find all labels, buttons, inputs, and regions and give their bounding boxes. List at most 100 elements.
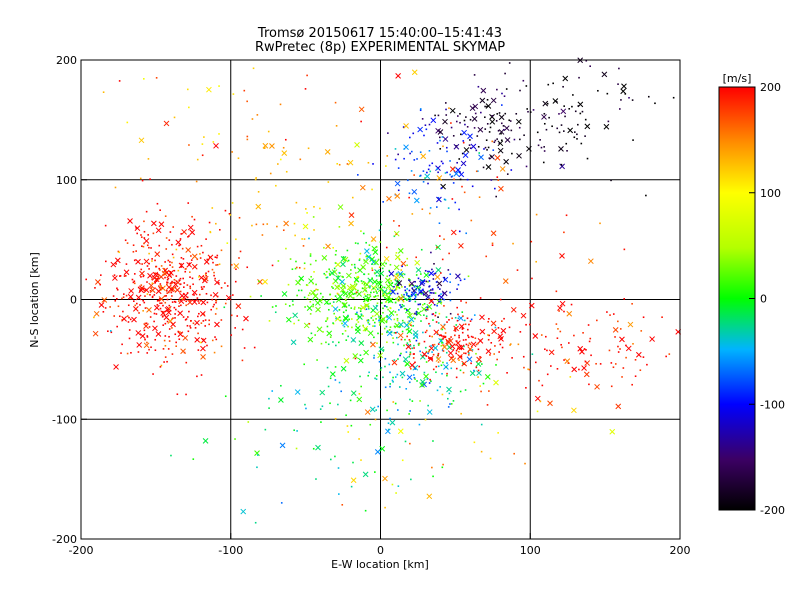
data-point	[268, 320, 271, 322]
data-point	[394, 278, 397, 281]
data-point-cross	[370, 341, 376, 348]
data-point	[331, 305, 333, 307]
data-point	[646, 363, 648, 366]
data-point	[384, 305, 386, 307]
data-point-cross	[399, 370, 406, 377]
data-point	[403, 305, 405, 307]
data-point	[186, 284, 189, 286]
data-point	[357, 289, 359, 292]
data-point-cross	[94, 279, 101, 285]
data-point	[210, 294, 212, 297]
data-point-cross	[413, 197, 420, 204]
data-point	[544, 335, 547, 338]
data-point	[377, 405, 379, 408]
data-point	[450, 403, 453, 405]
data-point-cross	[202, 275, 209, 282]
data-point	[419, 350, 421, 353]
data-point	[457, 283, 460, 286]
data-point	[309, 255, 312, 257]
data-point	[327, 343, 330, 346]
data-point	[450, 356, 453, 359]
data-point	[121, 343, 123, 346]
data-point	[456, 288, 458, 290]
data-point	[309, 300, 312, 303]
data-point	[486, 404, 489, 406]
data-point	[370, 291, 372, 294]
data-point	[654, 102, 656, 105]
data-point-cross	[504, 137, 511, 143]
data-point	[162, 312, 165, 315]
colorbar-tick-label: -200	[760, 504, 785, 517]
data-point	[431, 351, 433, 353]
data-point	[438, 300, 440, 303]
data-point	[148, 348, 150, 351]
data-point	[456, 319, 459, 322]
data-point	[253, 346, 256, 349]
data-point	[491, 242, 494, 245]
data-point	[246, 266, 249, 269]
data-point	[220, 345, 223, 348]
data-point-cross	[281, 150, 288, 156]
data-point	[389, 371, 391, 374]
data-point	[216, 295, 219, 298]
data-point	[208, 323, 210, 326]
data-point	[130, 352, 132, 354]
data-point	[178, 338, 181, 341]
data-point	[330, 298, 333, 300]
data-point	[399, 354, 401, 357]
data-point	[437, 286, 440, 289]
data-point	[470, 362, 472, 365]
data-point-cross	[350, 390, 357, 397]
data-point-cross	[484, 374, 491, 380]
data-point	[220, 249, 223, 252]
data-point	[545, 128, 548, 131]
data-point	[312, 216, 315, 218]
data-point	[397, 358, 399, 360]
data-point	[631, 383, 633, 386]
data-point	[465, 232, 468, 235]
data-point	[228, 212, 231, 215]
data-point	[378, 229, 381, 232]
data-point	[360, 313, 363, 316]
data-point	[350, 424, 353, 427]
data-point	[182, 258, 185, 260]
data-point-cross	[498, 335, 504, 342]
data-point-cross	[186, 261, 193, 268]
data-point-cross	[424, 173, 431, 180]
data-point-cross	[449, 343, 456, 350]
data-point	[384, 357, 387, 360]
data-point-cross	[516, 152, 522, 159]
data-point-cross	[358, 340, 365, 347]
data-point	[556, 127, 559, 130]
data-point	[416, 158, 418, 160]
data-point-cross	[520, 312, 527, 319]
data-points	[85, 57, 682, 524]
data-point	[519, 331, 522, 333]
data-point	[354, 266, 356, 269]
data-point	[428, 357, 430, 360]
data-point	[348, 318, 350, 321]
data-point	[415, 311, 418, 313]
data-point	[425, 329, 428, 332]
data-point-cross	[456, 344, 463, 351]
data-point	[150, 346, 152, 349]
data-point	[540, 334, 543, 336]
data-point-cross	[194, 319, 200, 326]
data-point	[420, 273, 422, 275]
data-point	[312, 282, 315, 285]
data-point	[436, 168, 438, 171]
data-point	[178, 244, 180, 247]
data-point	[156, 202, 159, 205]
data-point	[511, 357, 513, 359]
data-point	[103, 300, 105, 302]
data-point	[160, 302, 163, 304]
data-point	[175, 308, 177, 311]
data-point-cross	[480, 87, 487, 94]
data-point	[220, 287, 223, 289]
data-point	[610, 362, 613, 364]
data-point	[143, 237, 146, 239]
data-point	[408, 279, 410, 281]
data-point	[505, 88, 508, 90]
data-point	[163, 361, 165, 363]
data-point	[411, 213, 414, 215]
